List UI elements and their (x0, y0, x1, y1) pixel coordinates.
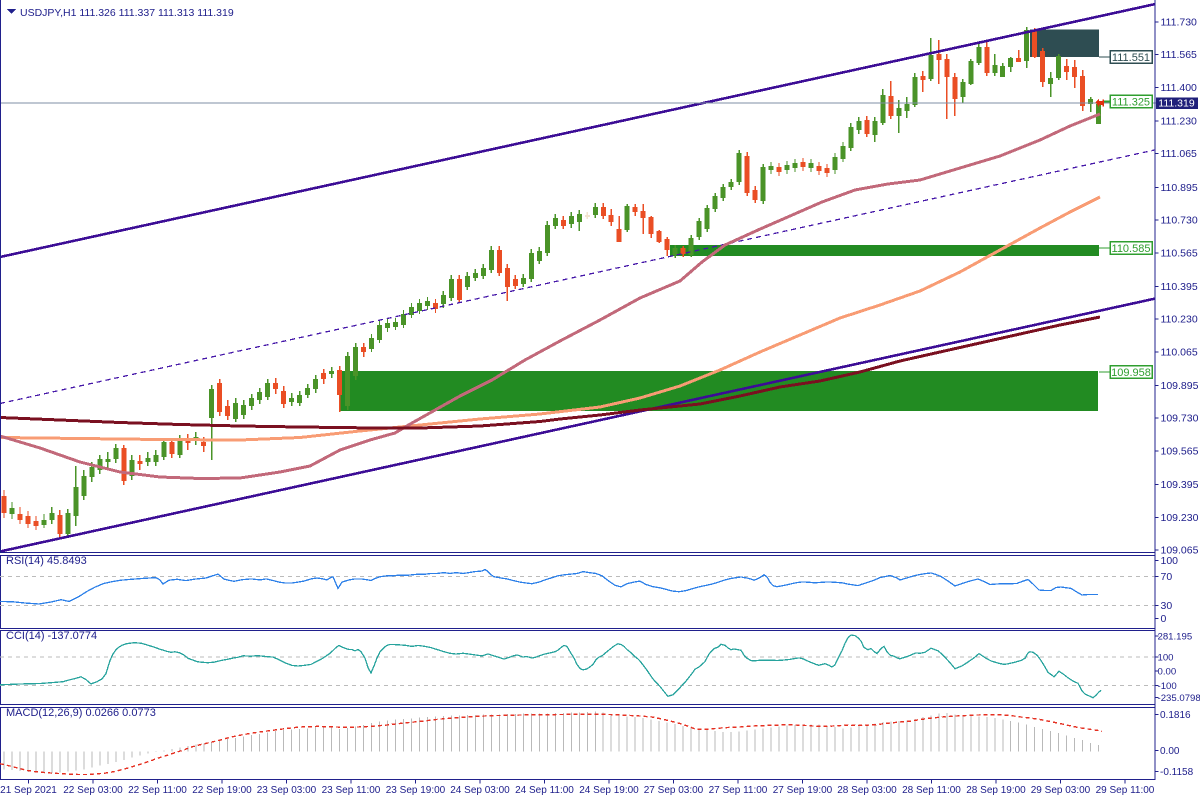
svg-text:111.319: 111.319 (1158, 98, 1195, 110)
svg-text:109.065: 109.065 (1161, 545, 1199, 557)
svg-text:111.325: 111.325 (1112, 96, 1150, 108)
svg-text:28 Sep 03:00: 28 Sep 03:00 (837, 785, 897, 796)
svg-text:-100: -100 (1158, 681, 1177, 692)
svg-text:111.400: 111.400 (1161, 82, 1198, 94)
svg-text:28 Sep 19:00: 28 Sep 19:00 (966, 785, 1026, 796)
svg-text:281.195: 281.195 (1158, 632, 1193, 643)
svg-text:27 Sep 11:00: 27 Sep 11:00 (709, 785, 768, 796)
svg-text:CCI(14) -137.0774: CCI(14) -137.0774 (6, 630, 97, 642)
svg-text:0.00: 0.00 (1160, 746, 1180, 757)
svg-text:24 Sep 19:00: 24 Sep 19:00 (579, 785, 639, 796)
svg-text:109.730: 109.730 (1161, 413, 1199, 425)
svg-text:23 Sep 19:00: 23 Sep 19:00 (386, 785, 446, 796)
svg-text:110.065: 110.065 (1161, 346, 1198, 358)
svg-text:110.565: 110.565 (1161, 247, 1198, 259)
svg-text:111.230: 111.230 (1161, 116, 1198, 128)
svg-text:100: 100 (1158, 653, 1174, 664)
svg-text:22 Sep 19:00: 22 Sep 19:00 (192, 785, 252, 796)
svg-text:0: 0 (1161, 613, 1167, 625)
svg-text:110.230: 110.230 (1161, 314, 1198, 326)
svg-text:109.565: 109.565 (1161, 445, 1199, 457)
svg-text:29 Sep 03:00: 29 Sep 03:00 (1031, 785, 1091, 796)
svg-text:30: 30 (1161, 600, 1173, 612)
svg-text:-235.0798: -235.0798 (1158, 693, 1200, 704)
svg-text:22 Sep 03:00: 22 Sep 03:00 (63, 785, 123, 796)
svg-text:RSI(14) 45.8493: RSI(14) 45.8493 (6, 555, 87, 567)
svg-text:109.958: 109.958 (1111, 367, 1151, 379)
svg-text:23 Sep 11:00: 23 Sep 11:00 (322, 785, 381, 796)
svg-text:MACD(12,26,9) 0.0266 0.0773: MACD(12,26,9) 0.0266 0.0773 (6, 707, 156, 719)
svg-text:111.065: 111.065 (1161, 148, 1198, 160)
svg-text:-0.1158: -0.1158 (1160, 767, 1194, 778)
svg-text:100: 100 (1161, 555, 1179, 567)
svg-text:23 Sep 03:00: 23 Sep 03:00 (257, 785, 317, 796)
svg-text:109.895: 109.895 (1161, 380, 1199, 392)
svg-text:111.551: 111.551 (1112, 52, 1150, 64)
svg-text:29 Sep 11:00: 29 Sep 11:00 (1096, 785, 1155, 796)
svg-text:110.730: 110.730 (1161, 215, 1198, 227)
svg-text:110.895: 110.895 (1161, 182, 1198, 194)
svg-text:0.00: 0.00 (1158, 667, 1177, 678)
svg-text:22 Sep 11:00: 22 Sep 11:00 (128, 785, 187, 796)
svg-text:70: 70 (1161, 571, 1173, 583)
svg-text:28 Sep 11:00: 28 Sep 11:00 (902, 785, 961, 796)
svg-text:109.395: 109.395 (1161, 479, 1199, 491)
svg-text:111.565: 111.565 (1161, 49, 1198, 61)
svg-text:27 Sep 19:00: 27 Sep 19:00 (773, 785, 833, 796)
svg-text:27 Sep 03:00: 27 Sep 03:00 (644, 785, 704, 796)
svg-text:24 Sep 03:00: 24 Sep 03:00 (450, 785, 510, 796)
svg-text:109.230: 109.230 (1161, 512, 1199, 524)
svg-text:111.730: 111.730 (1161, 17, 1198, 29)
svg-text:21 Sep 2021: 21 Sep 2021 (0, 785, 57, 796)
svg-text:110.395: 110.395 (1161, 281, 1198, 293)
svg-text:24 Sep 11:00: 24 Sep 11:00 (515, 785, 574, 796)
svg-text:110.585: 110.585 (1112, 243, 1151, 255)
svg-text:0.1816: 0.1816 (1160, 710, 1191, 721)
svg-text:USDJPY,H1 111.326 111.337 111: USDJPY,H1 111.326 111.337 111.313 111.31… (20, 7, 234, 19)
